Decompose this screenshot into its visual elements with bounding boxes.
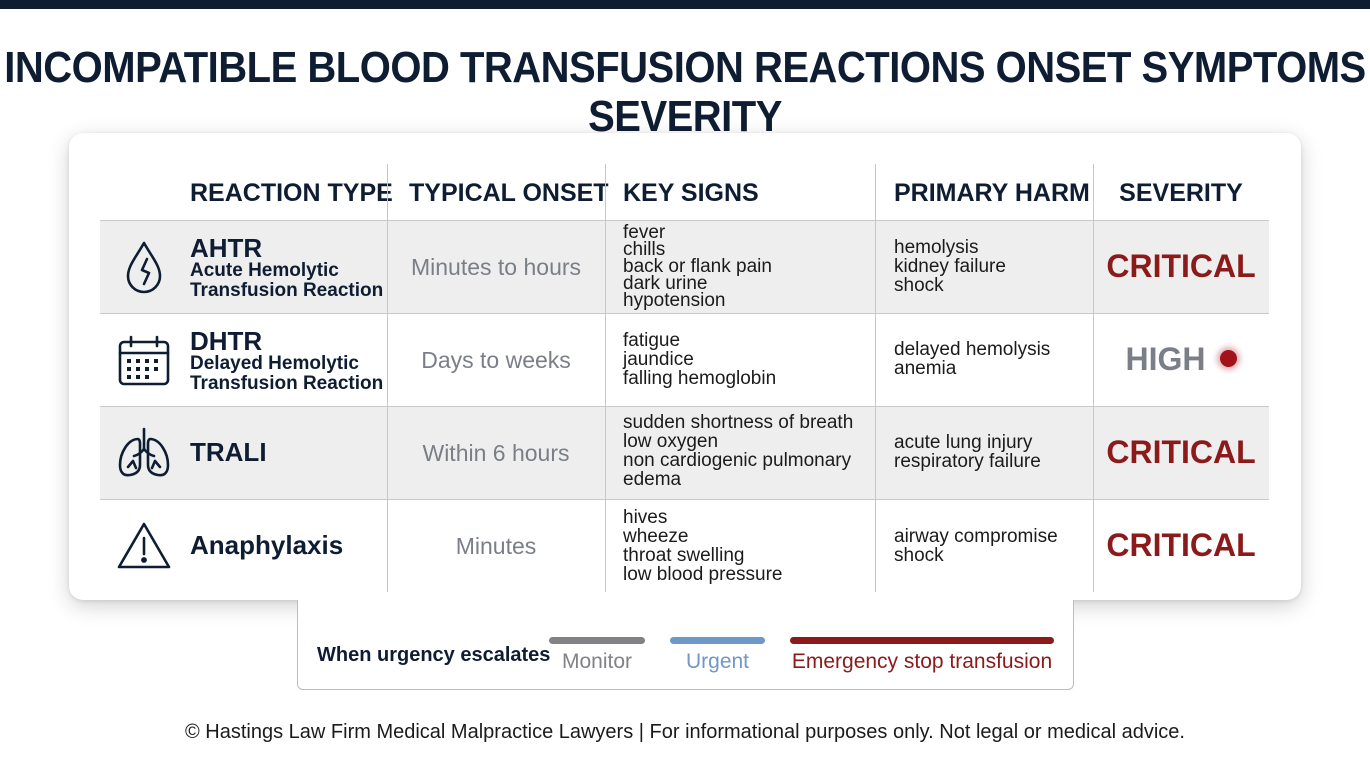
legend-bar-monitor xyxy=(549,637,645,644)
legend-label: When urgency escalates xyxy=(317,644,551,666)
onset-value: Minutes to hours xyxy=(410,254,582,280)
primary-harm-list: airway compromise shock xyxy=(894,527,1058,565)
severity-badge: HIGH xyxy=(1093,341,1269,378)
sign-item: sudden shortness of breath xyxy=(623,412,854,433)
reaction-full-name: Acute Hemolytic Transfusion Reaction xyxy=(190,261,383,301)
harm-item: shock xyxy=(894,545,944,566)
legend-text-monitor: Monitor xyxy=(561,650,633,673)
sign-item: hypotension xyxy=(623,290,726,311)
sign-item: fatigue xyxy=(623,330,681,351)
sign-item: fever xyxy=(623,222,666,243)
lungs-icon xyxy=(114,423,174,483)
primary-harm-list: hemolysis kidney failure shock xyxy=(894,238,1006,295)
warning-icon xyxy=(114,516,174,576)
sign-item: dark urine xyxy=(623,273,708,294)
reaction-abbr: DHTR xyxy=(190,326,263,356)
harm-item: shock xyxy=(894,275,944,296)
reaction-full-line: Transfusion Reaction xyxy=(190,373,384,394)
reaction-full-line: Acute Hemolytic xyxy=(190,260,339,281)
table-row: Anaphylaxis Minutes hives wheeze throat … xyxy=(100,500,1269,592)
severity-badge: CRITICAL xyxy=(1106,248,1256,284)
table-row: TRALI Within 6 hours sudden shortness of… xyxy=(100,407,1269,499)
row-divider xyxy=(100,313,1269,314)
footer-disclaimer: © Hastings Law Firm Medical Malpractice … xyxy=(185,721,1185,743)
onset-value: Days to weeks xyxy=(421,347,571,373)
row-divider xyxy=(100,406,1269,407)
sign-item: back or flank pain xyxy=(623,256,772,277)
key-signs-list: hives wheeze throat swelling low blood p… xyxy=(623,508,782,584)
sign-item: throat swelling xyxy=(623,545,745,566)
harm-item: hemolysis xyxy=(894,237,979,258)
key-signs-list: fatigue jaundice falling hemoglobin xyxy=(623,331,776,388)
header-severity: SEVERITY xyxy=(1119,179,1243,207)
blood-drop-icon xyxy=(114,237,174,297)
legend-text-urgent: Urgent xyxy=(685,650,750,673)
sign-item: edema xyxy=(623,469,682,490)
top-accent-bar xyxy=(0,0,1370,9)
primary-harm-list: acute lung injury respiratory failure xyxy=(894,433,1041,471)
harm-item: acute lung injury xyxy=(894,432,1033,453)
sign-item: chills xyxy=(623,239,666,260)
column-divider xyxy=(875,164,876,592)
severity-badge: CRITICAL xyxy=(1106,434,1256,470)
sign-item: low blood pressure xyxy=(623,564,783,585)
sign-item: wheeze xyxy=(623,526,689,547)
table-row: AHTR Acute Hemolytic Transfusion Reactio… xyxy=(100,221,1269,313)
reaction-table-card: REACTION TYPE TYPICAL ONSET KEY SIGNS PR… xyxy=(69,133,1301,600)
onset-value: Minutes xyxy=(455,533,537,559)
harm-item: airway compromise xyxy=(894,526,1058,547)
sign-item: falling hemoglobin xyxy=(623,368,777,389)
sign-item: low oxygen xyxy=(623,431,719,452)
legend-bar-urgent xyxy=(670,637,765,644)
calendar-icon xyxy=(114,331,174,391)
column-divider xyxy=(1093,164,1094,592)
header-typical-onset: TYPICAL ONSET xyxy=(409,179,609,207)
severity-dot-icon xyxy=(1219,350,1237,368)
sign-item: non cardiogenic pulmonary xyxy=(623,450,852,471)
page-title: INCOMPATIBLE BLOOD TRANSFUSION REACTIONS… xyxy=(4,44,1366,141)
key-signs-list: fever chills back or flank pain dark uri… xyxy=(623,222,772,311)
reaction-abbr: Anaphylaxis xyxy=(190,530,344,560)
header-key-signs: KEY SIGNS xyxy=(623,179,759,207)
header-reaction-type: REACTION TYPE xyxy=(190,179,393,207)
harm-item: respiratory failure xyxy=(894,451,1041,472)
header-primary-harm: PRIMARY HARM xyxy=(894,179,1090,207)
table-row: DHTR Delayed Hemolytic Transfusion React… xyxy=(100,314,1269,406)
reaction-full-line: Transfusion Reaction xyxy=(190,280,384,301)
legend-bar-emergency xyxy=(790,637,1054,644)
sign-item: hives xyxy=(623,507,668,528)
urgency-legend: When urgency escalates Monitor Urgent Em… xyxy=(297,600,1074,690)
sign-item: jaundice xyxy=(623,349,694,370)
severity-badge: CRITICAL xyxy=(1106,527,1256,563)
reaction-full-line: Delayed Hemolytic xyxy=(190,353,359,374)
harm-item: delayed hemolysis xyxy=(894,339,1051,360)
primary-harm-list: delayed hemolysis anemia xyxy=(894,340,1050,378)
column-divider xyxy=(605,164,606,592)
key-signs-list: sudden shortness of breath low oxygen no… xyxy=(623,413,853,489)
legend-text-emergency: Emergency stop transfusion xyxy=(791,650,1053,673)
row-divider xyxy=(100,499,1269,500)
reaction-abbr: TRALI xyxy=(190,437,267,467)
row-divider xyxy=(100,220,1269,221)
onset-value: Within 6 hours xyxy=(422,440,570,466)
reaction-abbr: AHTR xyxy=(190,233,263,263)
harm-item: anemia xyxy=(894,358,957,379)
severity-label: HIGH xyxy=(1125,341,1206,377)
reaction-full-name: Delayed Hemolytic Transfusion Reaction xyxy=(190,354,383,394)
harm-item: kidney failure xyxy=(894,256,1006,277)
column-divider xyxy=(387,164,388,592)
